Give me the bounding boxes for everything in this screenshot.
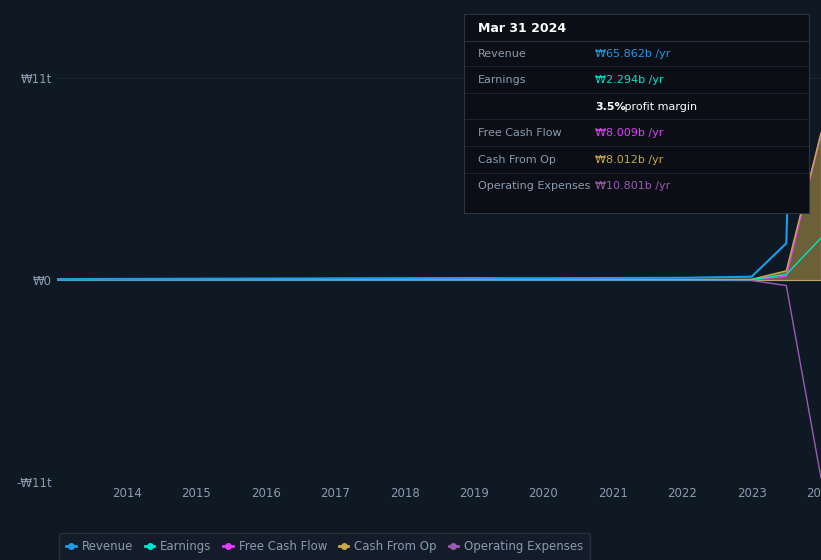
Text: profit margin: profit margin — [621, 102, 697, 112]
Text: Mar 31 2024: Mar 31 2024 — [478, 22, 566, 35]
Text: Free Cash Flow: Free Cash Flow — [478, 128, 562, 138]
Text: ₩10.801b /yr: ₩10.801b /yr — [595, 181, 670, 192]
Text: ₩65.862b /yr: ₩65.862b /yr — [595, 49, 670, 59]
Text: Revenue: Revenue — [478, 49, 526, 59]
Text: Operating Expenses: Operating Expenses — [478, 181, 590, 192]
Text: ₩8.009b /yr: ₩8.009b /yr — [595, 128, 663, 138]
Text: 3.5%: 3.5% — [595, 102, 626, 112]
Text: ₩8.012b /yr: ₩8.012b /yr — [595, 155, 663, 165]
Text: Earnings: Earnings — [478, 75, 526, 85]
Legend: Revenue, Earnings, Free Cash Flow, Cash From Op, Operating Expenses: Revenue, Earnings, Free Cash Flow, Cash … — [59, 533, 590, 560]
Text: Cash From Op: Cash From Op — [478, 155, 556, 165]
Text: ₩2.294b /yr: ₩2.294b /yr — [595, 75, 663, 85]
